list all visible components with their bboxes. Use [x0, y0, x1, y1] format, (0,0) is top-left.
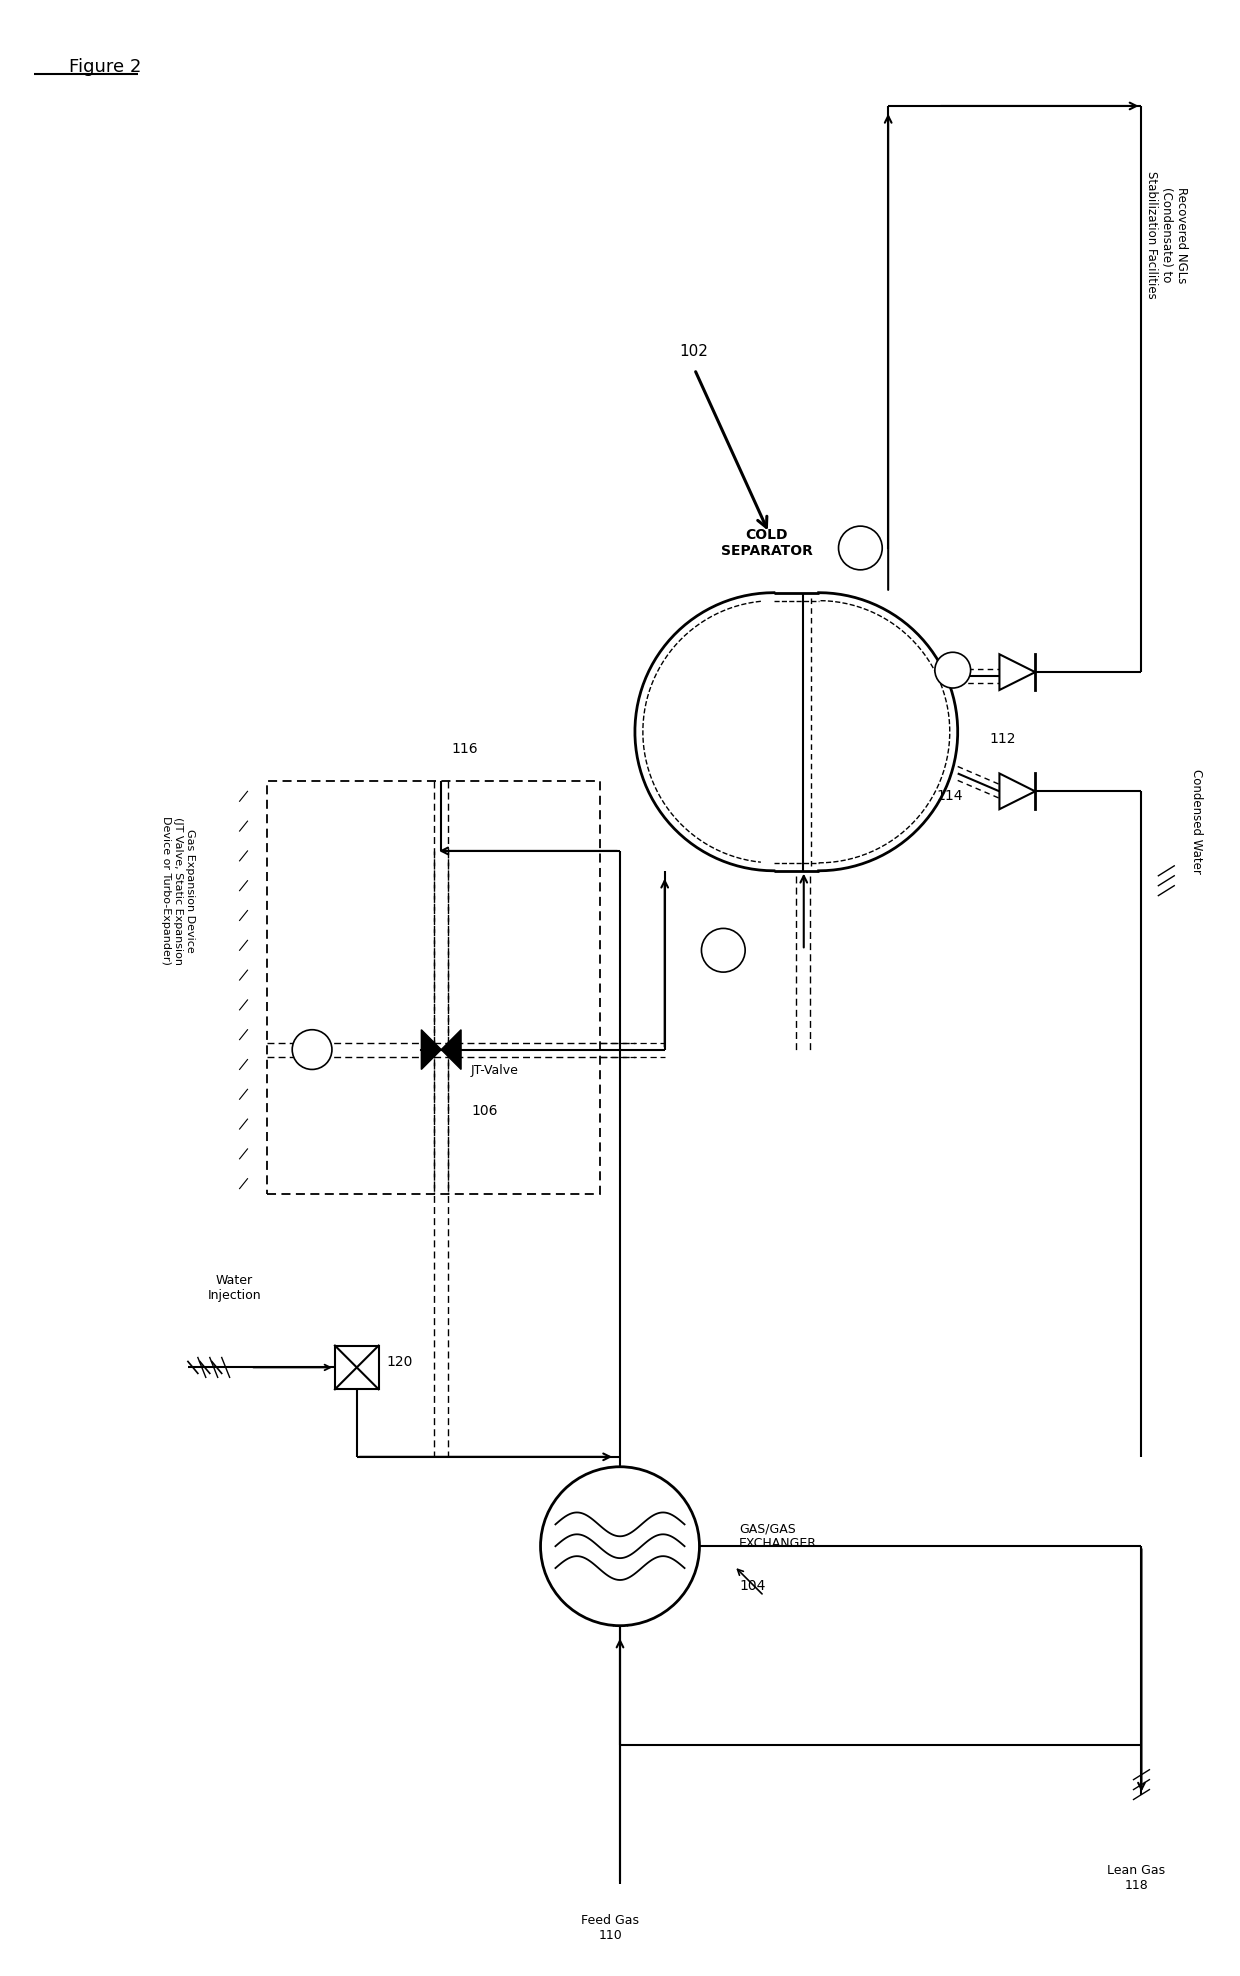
Circle shape	[838, 526, 882, 569]
Polygon shape	[999, 654, 1035, 690]
Text: Gas Expansion Device
(JT Valve, Static Expansion
Device or Turbo-Expander): Gas Expansion Device (JT Valve, Static E…	[161, 816, 195, 964]
Circle shape	[935, 652, 971, 688]
Polygon shape	[999, 773, 1035, 810]
Text: 120: 120	[387, 1356, 413, 1369]
Polygon shape	[422, 1029, 441, 1069]
Text: Recovered NGLs
(Condensate) to
Stabilization Facilities: Recovered NGLs (Condensate) to Stabiliza…	[1145, 172, 1188, 298]
Text: Lean Gas
118: Lean Gas 118	[1107, 1863, 1166, 1893]
Circle shape	[541, 1466, 699, 1626]
Text: COLD
SEPARATOR: COLD SEPARATOR	[720, 528, 812, 557]
Circle shape	[702, 929, 745, 972]
Polygon shape	[441, 1029, 461, 1069]
Text: Feed Gas
110: Feed Gas 110	[582, 1913, 639, 1942]
Circle shape	[293, 1029, 332, 1069]
Text: 116: 116	[451, 741, 477, 755]
Text: JT-Valve: JT-Valve	[471, 1065, 518, 1077]
Text: Water
Injection: Water Injection	[208, 1275, 262, 1302]
Text: 112: 112	[990, 731, 1016, 745]
Text: 114: 114	[936, 788, 962, 804]
Bar	[268, 781, 600, 1194]
Text: GAS/GAS
EXCHANGER: GAS/GAS EXCHANGER	[739, 1522, 817, 1551]
Bar	[335, 1346, 378, 1389]
Text: Condensed Water: Condensed Water	[1189, 769, 1203, 873]
Text: 104: 104	[739, 1579, 765, 1593]
Text: 106: 106	[471, 1105, 497, 1118]
Text: 102: 102	[680, 344, 708, 360]
Text: Figure 2: Figure 2	[68, 57, 141, 77]
